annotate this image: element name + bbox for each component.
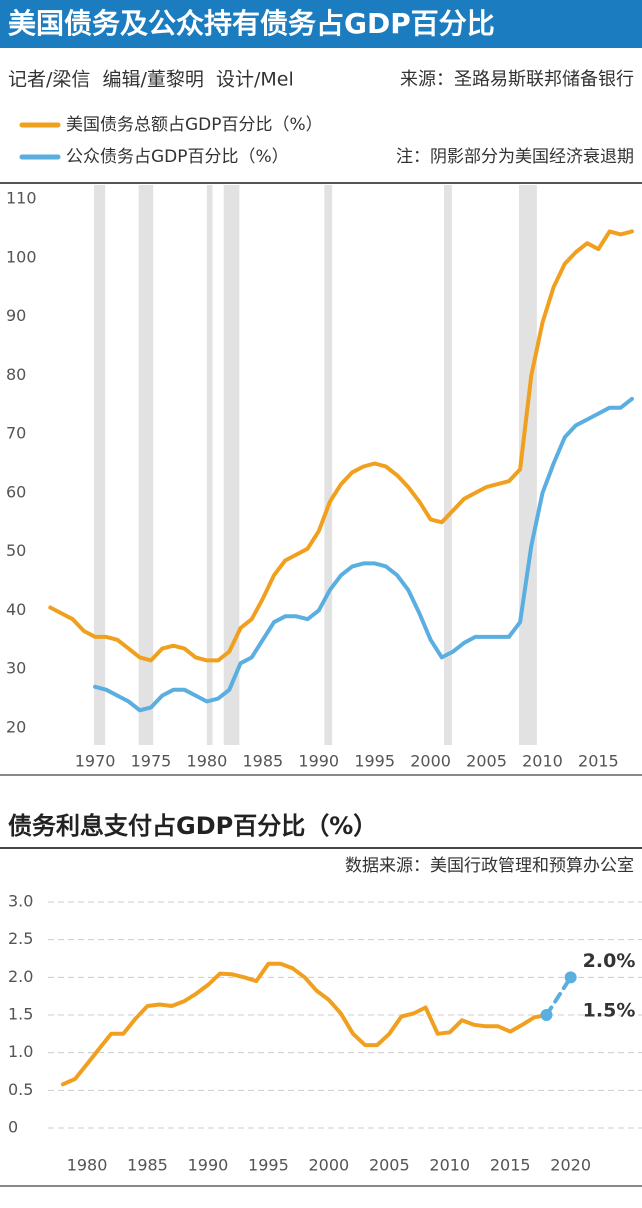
x-tick-label: 1970 [75, 752, 116, 771]
credits: 记者/梁信 编辑/董黎明 设计/Mel [8, 69, 294, 91]
source: 数据来源：美国行政管理和预算办公室 [345, 856, 634, 876]
x-tick-label: 2005 [466, 752, 507, 771]
y-tick-label: 60 [6, 482, 26, 501]
y-tick-label: 1.0 [8, 1042, 33, 1061]
x-tick-label: 1990 [188, 1156, 229, 1175]
y-tick-label: 50 [6, 541, 26, 560]
y-tick-label: 100 [6, 247, 37, 266]
y-tick-label: 40 [6, 600, 26, 619]
recession-band [324, 185, 333, 745]
note: 注：阴影部分为美国经济衰退期 [396, 147, 634, 167]
x-tick-label: 2005 [369, 1156, 410, 1175]
series-line [93, 396, 634, 713]
x-tick-label: 2010 [429, 1156, 470, 1175]
chart-title: 债务利息支付占GDP百分比（%） [8, 812, 377, 840]
y-tick-label: 3.0 [8, 892, 33, 911]
data-point [540, 1009, 553, 1021]
x-tick-label: 2020 [550, 1156, 591, 1175]
data-label: 1.5% [583, 1000, 636, 1022]
y-tick-label: 0.5 [8, 1080, 33, 1099]
x-tick-label: 1995 [248, 1156, 289, 1175]
series-line [48, 229, 634, 663]
x-tick-label: 1980 [67, 1156, 108, 1175]
recession-band [223, 185, 240, 745]
x-tick-label: 2010 [522, 752, 563, 771]
y-tick-label: 0 [8, 1118, 18, 1137]
recession-band [93, 185, 106, 745]
x-tick-label: 1995 [354, 752, 395, 771]
title-bar [0, 0, 642, 48]
data-label: 2.0% [583, 950, 636, 972]
y-tick-label: 80 [6, 365, 26, 384]
y-tick-label: 2.5 [8, 929, 33, 948]
x-tick-label: 1985 [242, 752, 283, 771]
x-tick-label: 1975 [131, 752, 172, 771]
x-tick-label: 2000 [410, 752, 451, 771]
recession-band [444, 185, 452, 745]
y-tick-label: 70 [6, 424, 26, 443]
y-tick-label: 2.0 [8, 967, 33, 986]
x-tick-label: 2015 [490, 1156, 531, 1175]
y-tick-label: 30 [6, 659, 26, 678]
data-point [564, 971, 577, 984]
x-tick-label: 1985 [127, 1156, 168, 1175]
y-tick-label: 1.5 [8, 1005, 33, 1024]
x-tick-label: 2015 [578, 752, 619, 771]
x-tick-label: 1980 [187, 752, 228, 771]
series-line [60, 961, 549, 1087]
series-line [544, 975, 573, 1017]
x-tick-label: 2000 [308, 1156, 349, 1175]
legend-label: 公众债务占GDP百分比（%） [66, 147, 289, 167]
y-tick-label: 20 [6, 717, 26, 736]
y-tick-label: 90 [6, 306, 26, 325]
source: 来源：圣路易斯联邦储备银行 [400, 69, 634, 90]
recession-band [206, 185, 213, 745]
x-tick-label: 1990 [298, 752, 339, 771]
y-tick-label: 110 [6, 189, 37, 208]
legend-label: 美国债务总额占GDP百分比（%） [66, 115, 323, 135]
recession-band [138, 185, 154, 745]
chart-title: 美国债务及公众持有债务占GDP百分比 [8, 7, 495, 40]
